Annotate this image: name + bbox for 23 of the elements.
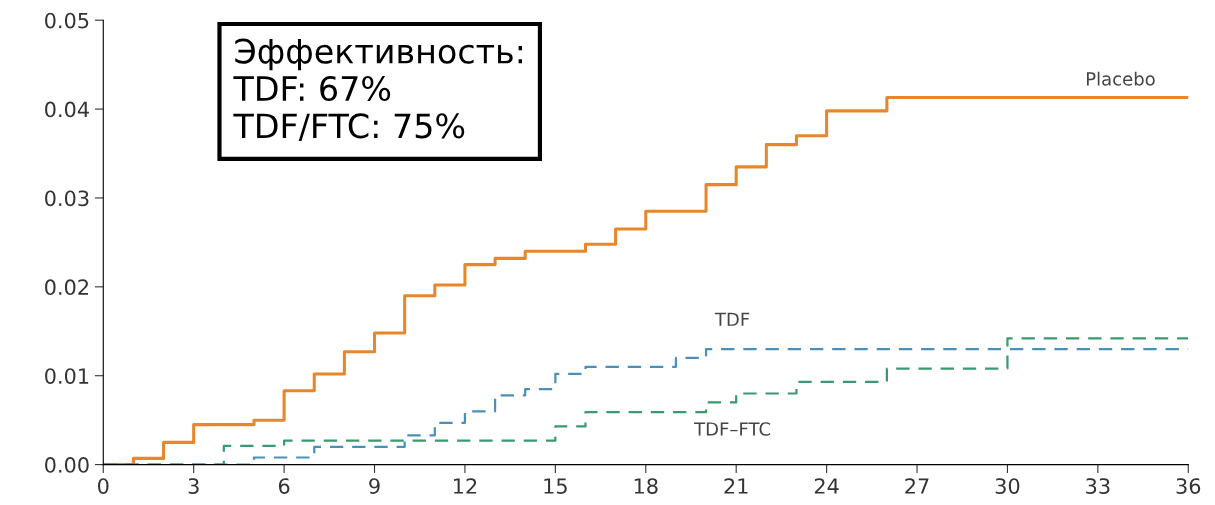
x-tick-label: 3 [188, 478, 199, 494]
x-tick-label: 33 [1086, 478, 1110, 494]
y-tick-label: 0.04 [45, 101, 89, 118]
y-tick-label: 0.05 [45, 12, 89, 29]
y-tick-label: 0.02 [45, 279, 88, 296]
x-tick-label: 24 [814, 478, 839, 494]
x-tick-label: 36 [1176, 478, 1201, 494]
x-tick-label: 27 [905, 478, 929, 494]
series-label: TDF–FTC [694, 422, 771, 436]
annotation: Эффективность: TDF: 67% TDF/FTC: 75% [233, 38, 523, 142]
series-label: Placebo [1086, 71, 1155, 86]
x-tick-label: 15 [544, 478, 567, 494]
x-tick-label: 18 [634, 478, 658, 494]
series-label: TDF [714, 312, 750, 326]
y-tick-label: 0.00 [45, 457, 89, 473]
x-tick-label: 6 [278, 478, 290, 494]
x-tick-label: 12 [453, 478, 477, 494]
x-tick-label: 21 [724, 478, 748, 494]
y-tick-label: 0.01 [45, 368, 89, 384]
y-tick-label: 0.03 [45, 190, 89, 207]
x-tick-label: 0 [98, 478, 109, 494]
x-tick-label: 30 [995, 478, 1020, 494]
x-tick-label: 9 [369, 478, 380, 494]
